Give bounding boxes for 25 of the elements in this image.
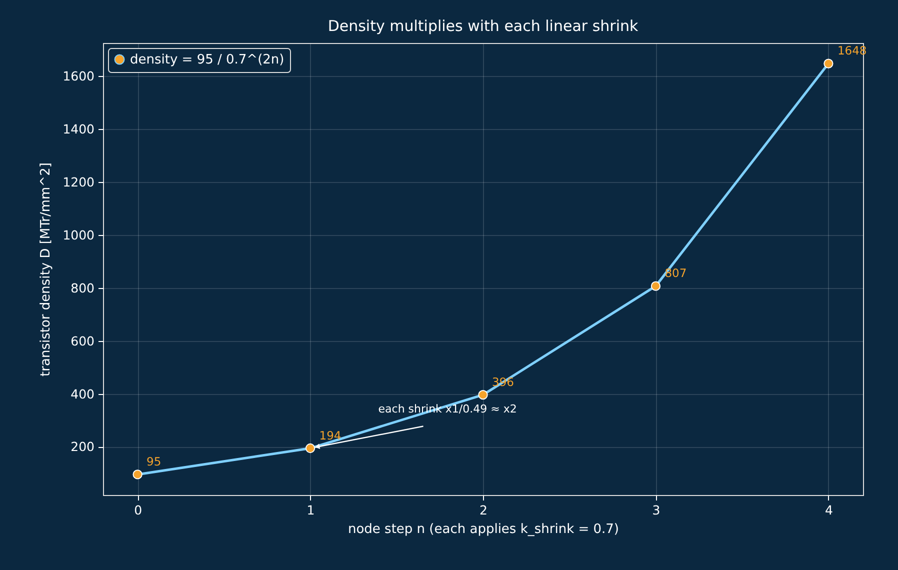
x-axis-title: node step n (each applies k_shrink = 0.7) <box>348 522 620 537</box>
y-axis-title: transistor density D [MTr/mm^2] <box>38 162 54 376</box>
point <box>824 58 834 68</box>
y-tick-label: 600 <box>70 333 95 348</box>
point <box>478 390 488 400</box>
y-tick-label: 1600 <box>62 68 95 84</box>
data-label: 194 <box>319 428 342 442</box>
x-tick-label: 0 <box>134 502 142 518</box>
chart-title: Density multiplies with each linear shrink <box>328 17 638 35</box>
x-tick-label: 3 <box>652 502 660 518</box>
legend-label: density = 95 / 0.7^(2n) <box>130 52 284 68</box>
point <box>132 470 142 480</box>
data-label: 95 <box>146 454 162 468</box>
y-tick-label: 400 <box>70 386 95 402</box>
y-tick-label: 200 <box>70 439 95 454</box>
y-tick-label: 1400 <box>62 122 95 137</box>
point <box>650 281 661 291</box>
data-label: 807 <box>664 266 687 280</box>
x-tick-label: 4 <box>824 502 833 518</box>
y-tick-label: 1000 <box>62 228 95 242</box>
y-tick-label: 1200 <box>62 174 95 190</box>
x-tick-label: 2 <box>480 502 488 518</box>
x-tick-label: 1 <box>306 502 315 518</box>
point <box>305 443 316 454</box>
y-tick-label: 800 <box>70 280 95 296</box>
